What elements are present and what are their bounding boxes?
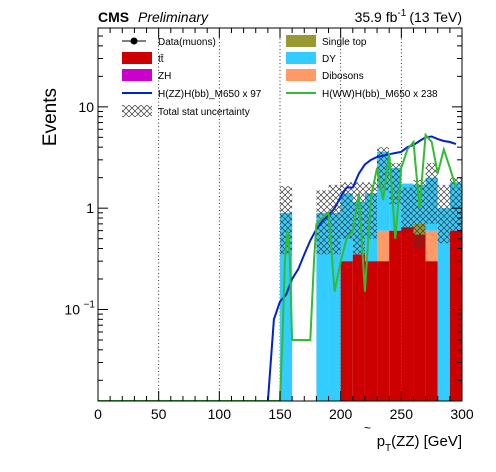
legend-label-zh: ZH [158,71,171,82]
legend: Data(muons) Single top tt̄ DY ZH Dibosons H(ZZ… [122,35,438,118]
bar-dy [437,208,450,401]
y-tick-label: 10 [78,99,94,115]
bar-dy [316,212,329,401]
legend-marker-ttbar [122,52,152,64]
legend-marker-dy [286,52,316,64]
x-tick-label: 300 [450,406,474,422]
legend-marker-unc [122,105,152,117]
bar-ttbar [401,227,414,401]
y-axis: 10 −1 1 10 [64,27,462,381]
bar-ttbar [413,234,426,401]
uncertainty-band [413,179,426,249]
preliminary-label: Preliminary [138,9,209,25]
bar-diboson [377,230,390,262]
uncertainty-band [437,184,450,244]
y-axis-title: Events [40,88,61,146]
legend-marker-singletop [286,35,316,47]
legend-label-dy: DY [322,54,336,65]
legend-marker-diboson [286,69,316,81]
x-tick-label: 250 [390,406,414,422]
bar-ttbar [364,261,378,401]
cms-label: CMS [98,9,129,25]
bar-diboson [425,230,438,262]
uncertainty-band [280,186,293,255]
legend-marker-zh [122,69,152,81]
uncertainty-band [340,182,353,239]
y-tick-label: 1 [86,200,94,216]
x-tick-label: 200 [329,406,353,422]
legend-label-ttbar: tt̄ [158,53,164,65]
legend-label-sig_ww: H(WW)H(bb)_M650 x 238 [322,89,438,100]
uncertainty-band [449,177,462,231]
bar-ttbar [377,261,390,401]
x-tick-label: 100 [208,406,232,422]
uncertainty-band [425,162,438,224]
signal-curves [98,132,457,401]
uncertainty-band [401,187,414,231]
x-tick-label: 0 [94,406,102,422]
legend-label-data: Data(muons) [158,37,216,48]
lumi-label: 35.9 fb-1 (13 TeV) [355,8,462,25]
signal-line-sig_zz [98,135,457,401]
bar-ttbar [340,261,353,401]
legend-label-sig_zz: H(ZZ)H(bb)_M650 x 97 [158,89,262,100]
bar-ttbar [425,261,438,401]
bar-ttbar [389,230,402,401]
x-axis: 0 50 100 150 200 250 300 [94,28,474,422]
signal-line-sig_ww [98,132,457,401]
x-axis-title-tilde: ~ [364,421,371,435]
x-axis-title: pT(ZZ) [GeV] [377,433,462,454]
bar-ttbar [352,254,365,401]
x-tick-label: 150 [268,406,292,422]
y-tick-label: 10 [64,301,80,317]
y-tick-exponent: −1 [84,299,96,310]
legend-label-unc: Total stat uncertainty [158,107,250,118]
bar-ttbar [449,230,462,401]
legend-label-singletop: Single top [322,37,367,48]
x-tick-label: 50 [151,406,167,422]
legend-label-diboson: Dibosons [322,71,364,82]
